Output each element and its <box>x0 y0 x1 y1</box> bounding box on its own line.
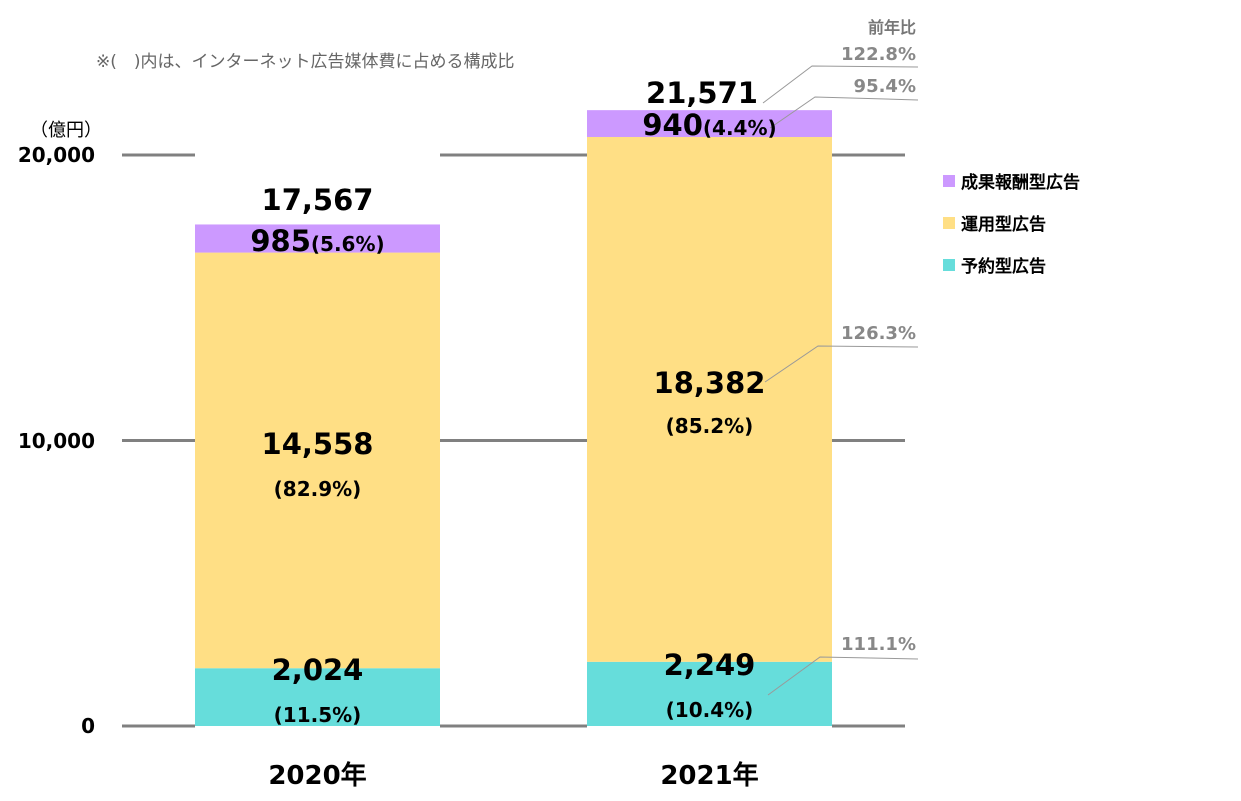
data-label: 940 <box>642 108 703 142</box>
legend-label: 運用型広告 <box>961 215 1046 235</box>
pct-label: (85.2%) <box>665 414 754 438</box>
yoy-performance: 95.4% <box>853 76 916 97</box>
legend-item: 運用型広告 <box>943 210 1046 235</box>
legend-swatch <box>943 174 955 187</box>
legend-item: 成果報酬型広告 <box>943 168 1080 193</box>
data-label: 985 <box>250 224 311 258</box>
total-label: 17,567 <box>261 183 374 217</box>
data-label: 2,249 <box>663 648 756 682</box>
bar-segment <box>587 110 832 137</box>
y-tick-label: 10,000 <box>17 429 95 453</box>
data-label: 2,024 <box>271 653 364 687</box>
note: ※( )内は、インターネット広告媒体費に占める構成比 <box>96 52 515 72</box>
yoy-header: 前年比 <box>867 18 916 37</box>
legend-item: 予約型広告 <box>943 252 1046 277</box>
bar-segment <box>587 136 832 662</box>
x-tick-label: 2020年 <box>268 761 367 791</box>
legend-swatch <box>943 258 955 271</box>
y-axis-unit: （億円） <box>30 120 102 141</box>
bar-segment <box>587 661 832 726</box>
pct-label: (11.5%) <box>273 703 362 727</box>
pct-label: (5.6%) <box>310 232 385 256</box>
bar-segment <box>195 668 440 726</box>
leader-line <box>767 656 919 696</box>
leader-line <box>764 345 919 383</box>
bar-segment <box>195 224 440 253</box>
legend-swatch <box>943 216 955 229</box>
legend-label: 予約型広告 <box>961 257 1046 277</box>
yoy-total: 122.8% <box>841 44 916 65</box>
data-label: 18,382 <box>653 366 766 400</box>
legend-label: 成果報酬型広告 <box>961 173 1080 193</box>
yoy-programmatic: 126.3% <box>841 323 916 344</box>
data-label: 14,558 <box>261 427 374 461</box>
pct-label: (82.9%) <box>273 477 362 501</box>
bar-segment <box>195 252 440 669</box>
pct-label: (4.4%) <box>702 116 777 140</box>
x-tick-label: 2021年 <box>660 761 759 791</box>
y-tick-label: 20,000 <box>17 143 95 167</box>
pct-label: (10.4%) <box>665 698 754 722</box>
y-tick-label: 0 <box>81 714 95 738</box>
leader-line <box>769 96 919 129</box>
yoy-reserved: 111.1% <box>841 634 916 655</box>
leader-line <box>762 65 919 104</box>
total-label: 21,571 <box>646 76 758 110</box>
